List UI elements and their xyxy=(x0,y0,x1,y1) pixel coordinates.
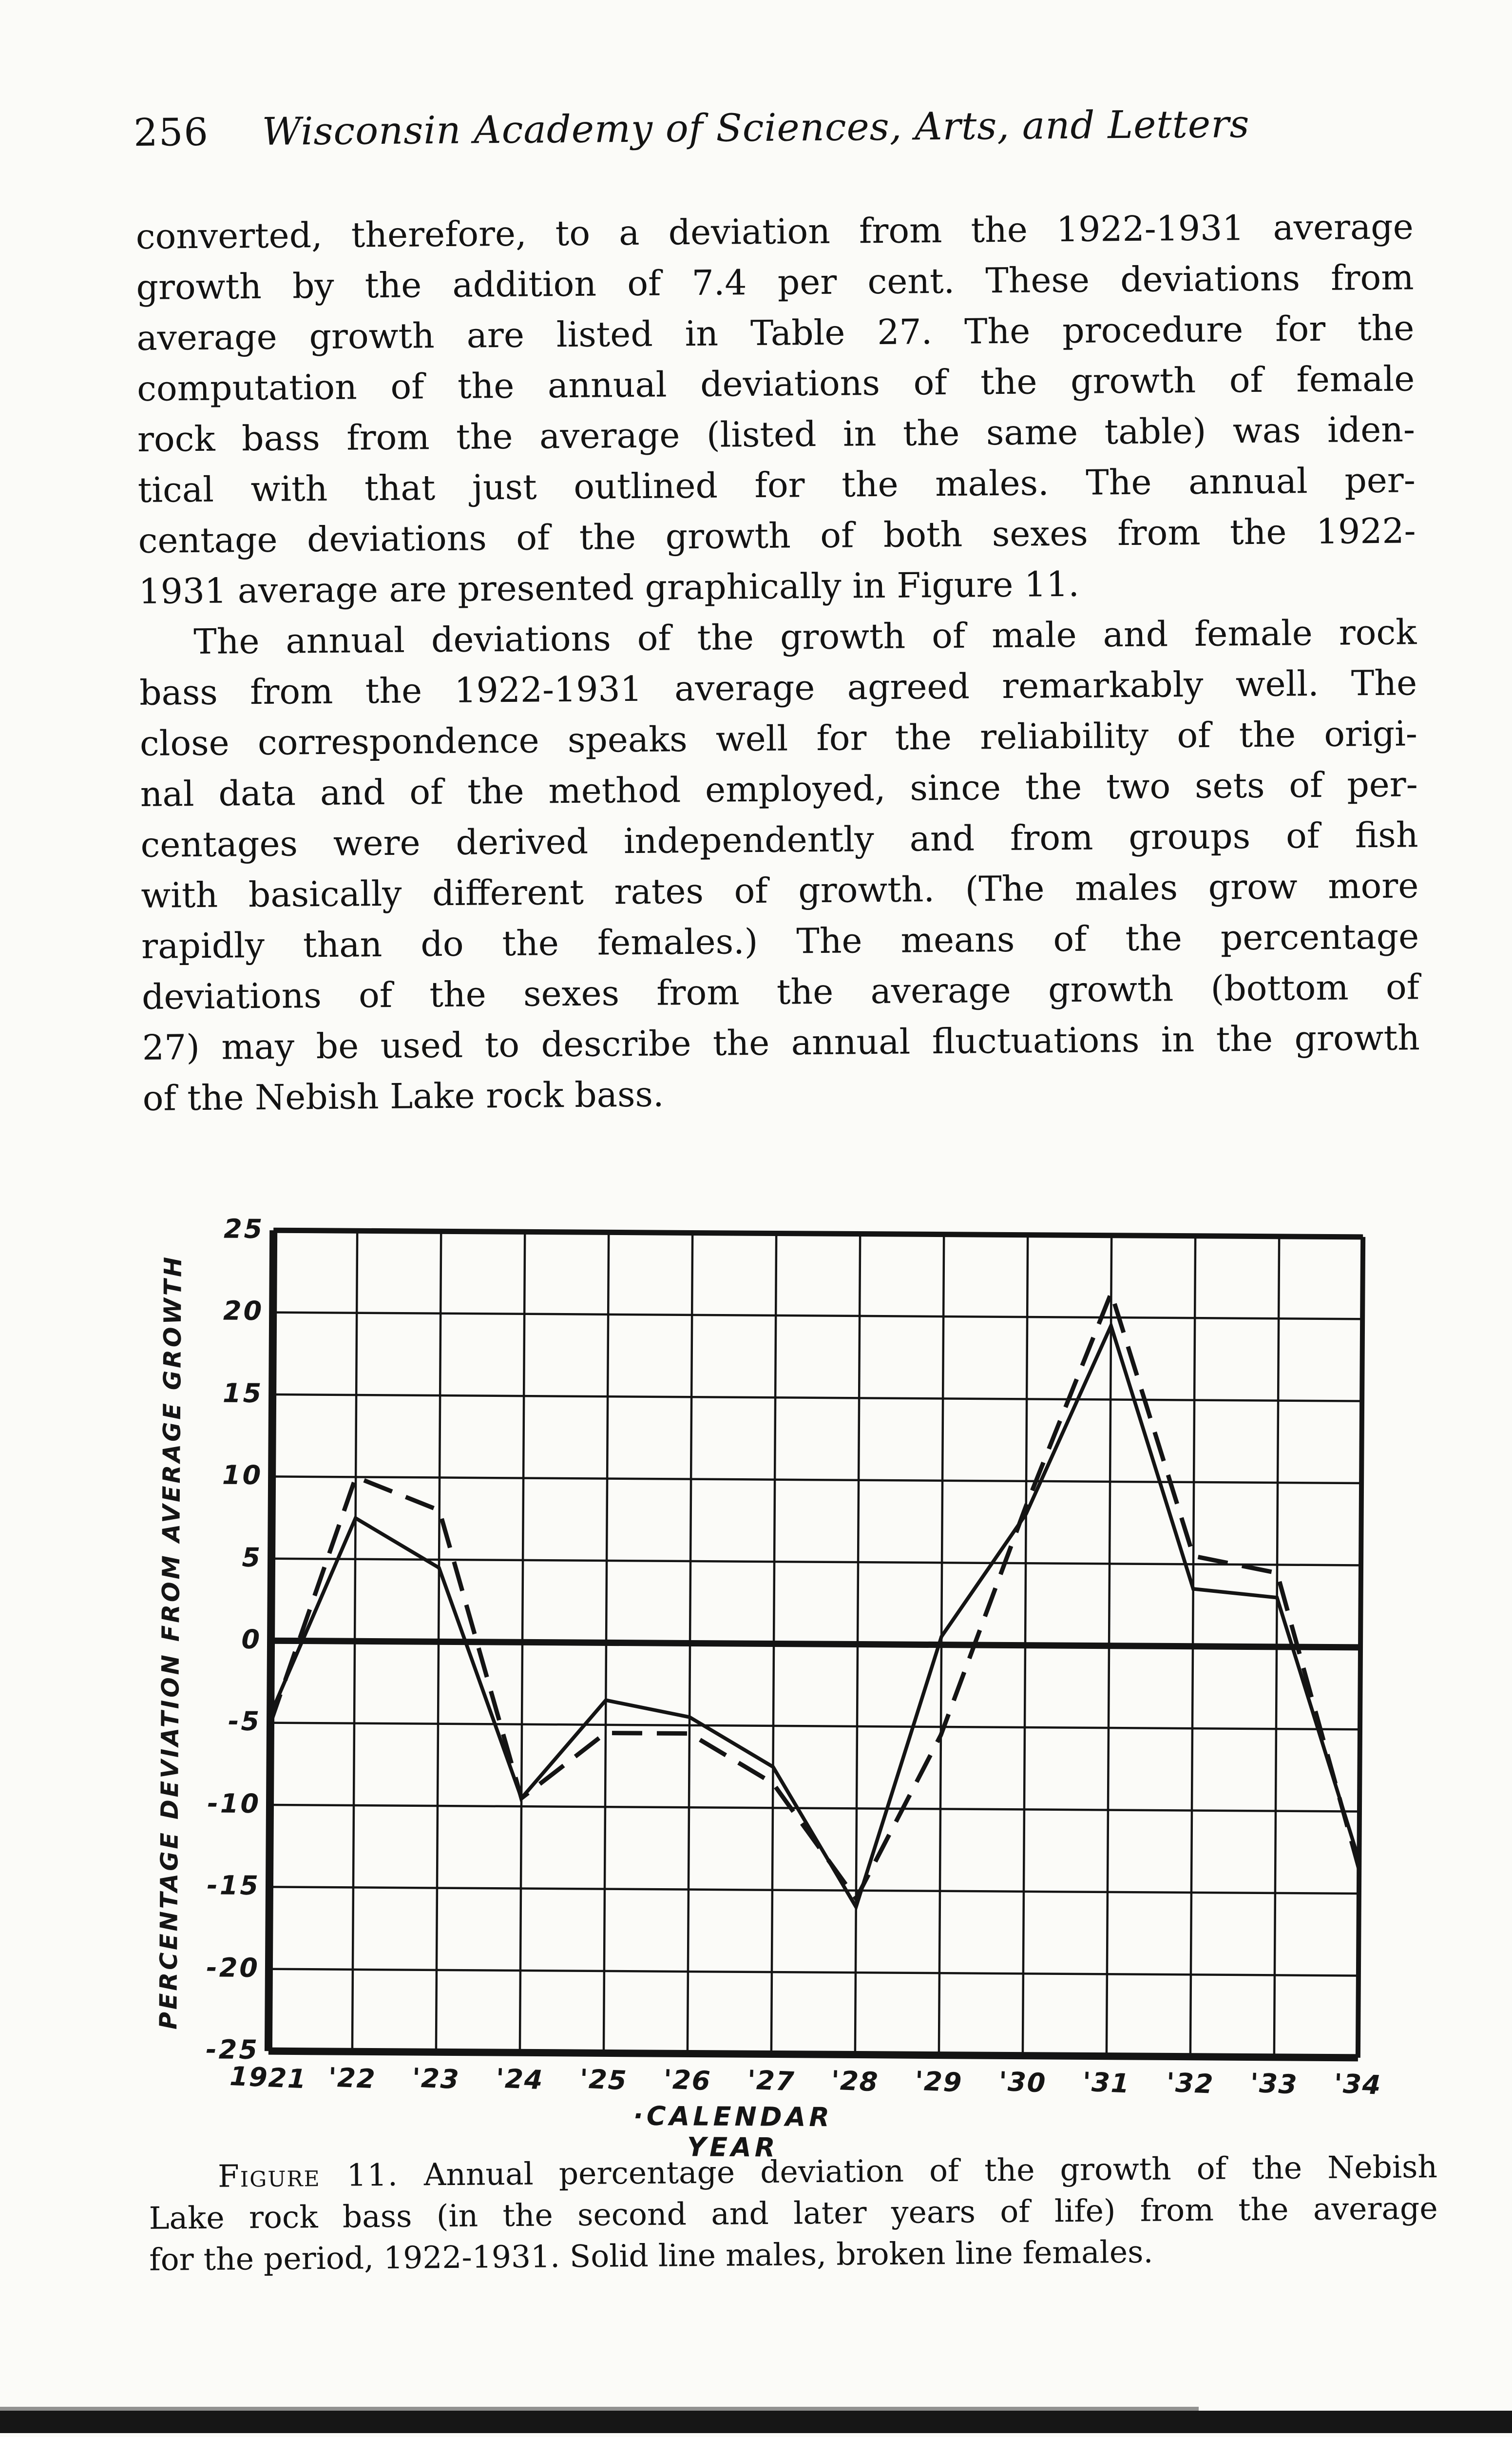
scan-edge-bar xyxy=(0,2411,1512,2433)
x-tick-label: '34 xyxy=(1333,2068,1382,2101)
v-gridline xyxy=(1355,1237,1366,2058)
females-line xyxy=(268,1286,1361,1903)
h-gridline xyxy=(273,1311,1363,1320)
h-gridline xyxy=(268,2047,1358,2062)
x-axis-title: ·CALENDAR YEAR xyxy=(633,2100,833,2163)
y-axis-line xyxy=(264,1230,278,2051)
v-gridline xyxy=(518,1232,526,2053)
h-gridline xyxy=(272,1475,1362,1485)
v-gridline xyxy=(770,1233,778,2054)
h-gridline xyxy=(273,1227,1363,1240)
y-tick-label: -10 xyxy=(207,1788,261,1819)
h-gridline xyxy=(272,1393,1362,1402)
y-tick-label: -25 xyxy=(206,2034,260,2066)
h-gridline xyxy=(271,1557,1361,1567)
h-gridline xyxy=(269,1803,1359,1813)
v-gridline xyxy=(602,1232,610,2053)
v-gridline xyxy=(1189,1236,1197,2057)
y-tick-label: -5 xyxy=(228,1706,262,1737)
v-gridline xyxy=(854,1234,861,2055)
males-line xyxy=(268,1320,1361,1912)
v-gridline xyxy=(1021,1235,1029,2056)
scan-shadow xyxy=(0,2407,1199,2412)
y-tick-label: -15 xyxy=(207,1870,261,1901)
y-tick-label: 25 xyxy=(223,1213,265,1245)
v-gridline xyxy=(686,1233,694,2054)
chart-plot-area xyxy=(264,1227,1366,2062)
y-tick-label: 0 xyxy=(241,1624,262,1655)
h-gridline xyxy=(270,1721,1360,1731)
v-gridline xyxy=(1273,1236,1281,2057)
v-gridline xyxy=(351,1231,359,2052)
y-tick-label: 5 xyxy=(242,1542,263,1573)
v-gridline xyxy=(435,1231,442,2052)
h-gridline xyxy=(268,1968,1359,1977)
y-tick-label: 15 xyxy=(222,1377,264,1409)
y-tick-label: -20 xyxy=(206,1952,260,1983)
y-tick-label: 20 xyxy=(223,1295,264,1327)
v-gridline xyxy=(938,1234,945,2055)
y-tick-label: 10 xyxy=(222,1459,263,1491)
h-gridline xyxy=(269,1886,1359,1895)
v-gridline xyxy=(1105,1235,1113,2056)
zero-gridline xyxy=(271,1637,1361,1651)
